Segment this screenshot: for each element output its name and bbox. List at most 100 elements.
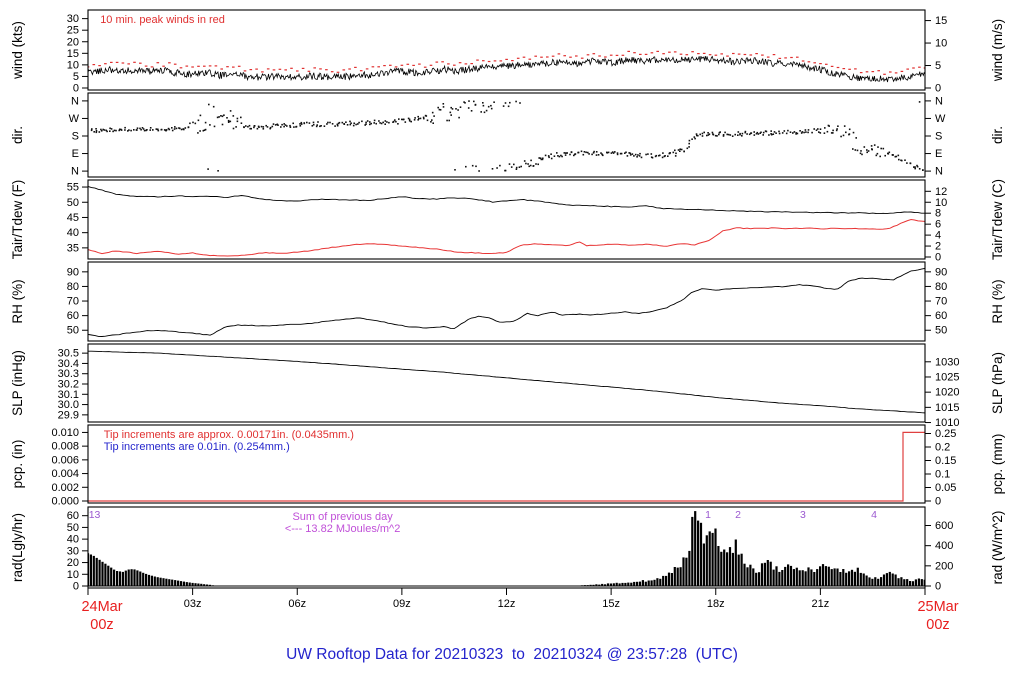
ytick-label-left: N — [71, 95, 79, 107]
ytick-label-left: 40 — [67, 534, 79, 546]
ytick-label-left: 30.0 — [58, 399, 79, 411]
ytick-label-left: 45 — [67, 212, 79, 224]
ytick-label-right: 70 — [935, 296, 947, 308]
ylabel-right-dir: dir. — [990, 126, 1005, 144]
ylabel-left-slp: SLP (inHg) — [10, 350, 25, 416]
ytick-label-right: 0 — [935, 83, 941, 95]
series-tair — [88, 186, 925, 215]
panel-slp: 29.930.030.130.230.330.430.5 1010 1015 1020… — [10, 343, 1005, 429]
ytick-label-left: 30.3 — [58, 368, 79, 380]
ytick-label-right: N — [935, 166, 943, 178]
panel-rh-series — [88, 268, 925, 337]
panel-rh-axis: 50 60 70 80 90 50 60 70 80 90 — [67, 266, 948, 336]
series-wind-avg — [88, 55, 925, 83]
ytick-label-right: 0 — [935, 252, 941, 264]
ytick-label-left: 55 — [67, 182, 79, 194]
series-wind-peak-10min — [88, 50, 925, 75]
xtick-label-18z: 18z — [707, 598, 725, 610]
ytick-label-left: 15 — [67, 48, 79, 60]
annotation-pcp-1: Tip increments are 0.01in. (0.254mm.) — [104, 441, 290, 453]
panel-border — [87, 424, 926, 504]
ytick-label-right: 60 — [935, 310, 947, 322]
series-pcp-tips — [88, 431, 925, 502]
ytick-label-left: 0.002 — [51, 482, 79, 494]
ytick-label-right: 0.25 — [935, 428, 956, 440]
ytick-label-right: S — [935, 131, 942, 143]
xtick-label-12z: 12z — [498, 598, 516, 610]
ytick-label-left: 0 — [73, 83, 79, 95]
ytick-label-left: 30 — [67, 13, 79, 25]
ytick-label-right: 0 — [935, 581, 941, 593]
ytick-label-right: 15 — [935, 15, 947, 27]
ytick-label-left: N — [71, 166, 79, 178]
annotation-rad-3: 1 — [705, 509, 711, 521]
ytick-label-left: 10 — [67, 59, 79, 71]
ytick-label-left: 70 — [67, 296, 79, 308]
ytick-label-left: 40 — [67, 227, 79, 239]
ytick-label-left: 90 — [67, 266, 79, 278]
panel-pcp-series — [88, 431, 925, 502]
ylabel-left-dir: dir. — [10, 126, 25, 144]
ylabel-left-rh: RH (%) — [10, 279, 25, 323]
ytick-label-left: 35 — [67, 242, 79, 254]
ytick-label-right: 0 — [935, 496, 941, 508]
ytick-label-right: 1010 — [935, 417, 959, 429]
ytick-label-right: 0.05 — [935, 482, 956, 494]
ytick-label-right: 10 — [935, 197, 947, 209]
ytick-label-left: 60 — [67, 310, 79, 322]
x-axis: 03z 06z 09z 12z 15z 18z 21z 24Mar 00z 25Mar 00z — [81, 588, 959, 633]
xtick-label-06z: 06z — [288, 598, 306, 610]
ytick-label-right: 1015 — [935, 402, 959, 414]
series-rh — [88, 268, 925, 337]
annotation-rad-5: 3 — [800, 509, 806, 521]
xtick-label-15z: 15z — [602, 598, 620, 610]
ytick-label-left: 0.010 — [51, 427, 79, 439]
ytick-label-right: W — [935, 113, 946, 125]
ytick-label-left: 50 — [67, 197, 79, 209]
x-start-date: 24Mar — [81, 599, 122, 615]
ytick-label-left: 0.000 — [51, 496, 79, 508]
series-slp — [88, 350, 925, 414]
panel-border — [87, 9, 926, 91]
ytick-label-right: 600 — [935, 520, 953, 532]
ylabel-left-rad: rad(Lgly/hr) — [10, 513, 25, 582]
ytick-label-right: 8 — [935, 208, 941, 220]
xtick-label-09z: 09z — [393, 598, 411, 610]
xtick-label-03z: 03z — [184, 598, 202, 610]
ytick-label-left: 0 — [73, 581, 79, 593]
ytick-label-left: 5 — [73, 71, 79, 83]
ytick-label-right: 0.2 — [935, 442, 950, 454]
annotation-rad-4: 2 — [735, 509, 741, 521]
panel-rh: 50 60 70 80 90 50 60 70 80 90 RH (%) RH (%) — [10, 261, 1005, 342]
ylabel-right-rad: rad (W/m^2) — [990, 511, 1005, 585]
chart-title: UW Rooftop Data for 20210323 to 20210324… — [286, 646, 738, 663]
ytick-label-right: 1025 — [935, 371, 959, 383]
ytick-label-left: 25 — [67, 25, 79, 37]
ytick-label-right: 400 — [935, 540, 953, 552]
annotation-rad-2: 13 — [89, 509, 101, 521]
ylabel-left-wind: wind (kts) — [10, 21, 25, 80]
ytick-label-left: E — [72, 148, 79, 160]
annotation-rad-1: <--- 13.82 MJoules/m^2 — [285, 523, 401, 535]
ytick-label-right: 0.15 — [935, 455, 956, 467]
ytick-label-left: 20 — [67, 36, 79, 48]
ytick-label-right: 4 — [935, 230, 941, 242]
ytick-label-left: S — [72, 131, 79, 143]
ytick-label-left: 20 — [67, 557, 79, 569]
ytick-label-right: 1020 — [935, 387, 959, 399]
ytick-label-left: 10 — [67, 569, 79, 581]
panel-rad-series — [88, 511, 925, 587]
x-start-hour: 00z — [90, 617, 113, 633]
ytick-label-left: W — [69, 113, 80, 125]
ytick-label-left: 30.1 — [58, 389, 79, 401]
ytick-label-left: 30.4 — [58, 358, 79, 370]
ytick-label-left: 0.004 — [51, 468, 79, 480]
annotation-pcp-0: Tip increments are approx. 0.00171in. (0… — [104, 429, 354, 441]
